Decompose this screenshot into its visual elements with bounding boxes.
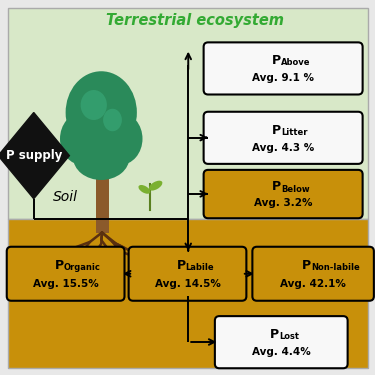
Text: Organic: Organic [64, 263, 100, 272]
Ellipse shape [73, 135, 129, 180]
Text: P: P [177, 259, 186, 272]
Text: P: P [55, 259, 64, 272]
Text: Avg. 4.3 %: Avg. 4.3 % [252, 143, 314, 153]
Text: Non-labile: Non-labile [311, 263, 360, 272]
Text: P: P [272, 54, 281, 67]
FancyBboxPatch shape [204, 112, 363, 164]
Ellipse shape [81, 90, 107, 120]
Text: Avg. 3.2%: Avg. 3.2% [254, 198, 312, 208]
Text: Soil: Soil [53, 190, 78, 204]
Text: P: P [270, 328, 279, 341]
Text: Avg. 15.5%: Avg. 15.5% [33, 279, 99, 289]
Text: Labile: Labile [186, 263, 214, 272]
Text: Avg. 9.1 %: Avg. 9.1 % [252, 74, 314, 83]
Polygon shape [0, 112, 69, 199]
Ellipse shape [60, 112, 105, 165]
Ellipse shape [66, 71, 137, 154]
Text: Below: Below [281, 185, 310, 194]
FancyBboxPatch shape [7, 247, 124, 301]
Text: P: P [302, 259, 311, 272]
FancyBboxPatch shape [252, 247, 374, 301]
Text: Lost: Lost [279, 332, 299, 341]
Ellipse shape [149, 181, 162, 190]
FancyBboxPatch shape [215, 316, 348, 368]
Text: P: P [272, 180, 281, 194]
Text: Avg. 42.1%: Avg. 42.1% [280, 279, 346, 289]
Ellipse shape [138, 185, 150, 194]
Text: Above: Above [281, 58, 311, 68]
Text: P supply: P supply [6, 149, 62, 162]
FancyBboxPatch shape [129, 247, 246, 301]
Ellipse shape [103, 109, 122, 131]
Bar [8, 8, 368, 219]
Bar [8, 219, 368, 368]
Text: Avg. 14.5%: Avg. 14.5% [154, 279, 220, 289]
Text: Avg. 4.4%: Avg. 4.4% [252, 347, 310, 357]
FancyBboxPatch shape [204, 170, 363, 218]
Text: P: P [272, 123, 281, 136]
FancyBboxPatch shape [204, 42, 363, 94]
Text: Terrestrial ecosystem: Terrestrial ecosystem [106, 13, 284, 28]
Bar [96, 165, 109, 232]
Ellipse shape [98, 112, 142, 165]
Text: Litter: Litter [281, 128, 308, 137]
